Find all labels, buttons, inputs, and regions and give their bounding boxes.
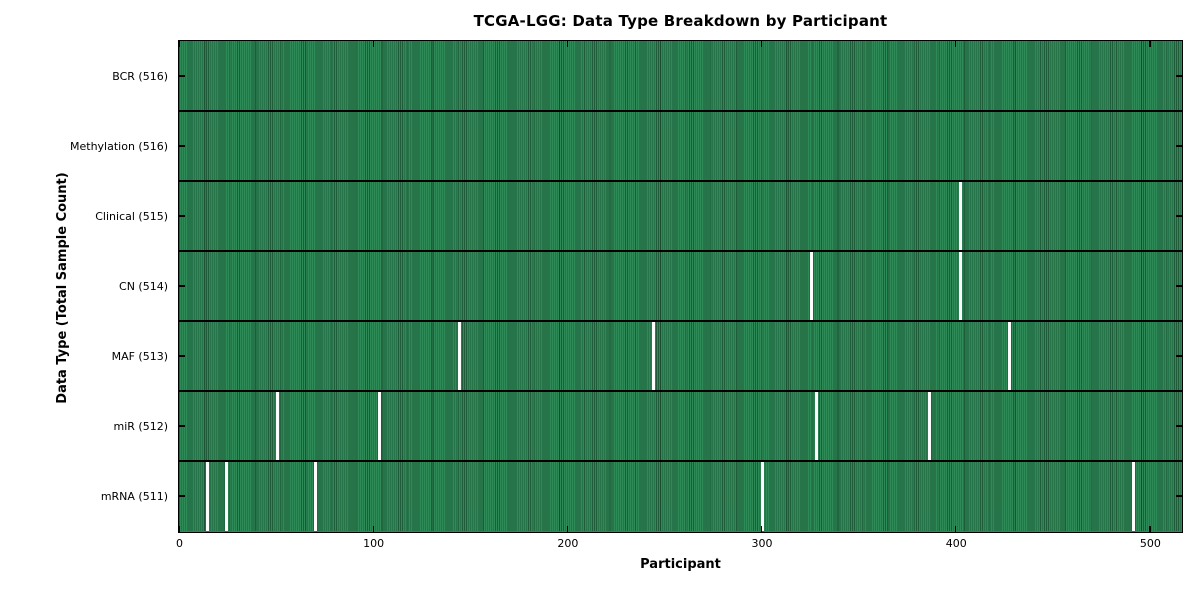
y-tick-mark bbox=[179, 75, 185, 77]
x-tick-label: 0 bbox=[176, 537, 183, 550]
x-tick-mark bbox=[372, 41, 374, 47]
y-tick-mark bbox=[1176, 145, 1182, 147]
absent-gap bbox=[458, 321, 462, 391]
x-tick-mark bbox=[955, 526, 957, 532]
y-tick-mark bbox=[179, 145, 185, 147]
absent-gap bbox=[275, 391, 279, 461]
row-divider bbox=[179, 110, 1182, 112]
x-tick-mark bbox=[1149, 526, 1151, 532]
y-tick-label: mRNA (511) bbox=[100, 489, 168, 503]
absent-gap bbox=[959, 251, 963, 321]
heatmap-row bbox=[179, 251, 1182, 321]
y-tick-label: miR (512) bbox=[113, 419, 169, 433]
y-tick-mark bbox=[1176, 355, 1182, 357]
absent-gap bbox=[1007, 321, 1011, 391]
x-tick-label: 500 bbox=[1139, 537, 1161, 550]
x-tick-label: 200 bbox=[557, 537, 579, 550]
plot-area: Present Absent bbox=[178, 40, 1183, 533]
x-tick-mark bbox=[178, 526, 180, 532]
absent-gap bbox=[652, 321, 656, 391]
y-tick-label: Methylation (516) bbox=[70, 139, 168, 153]
heatmap-row bbox=[179, 181, 1182, 251]
absent-gap bbox=[809, 251, 813, 321]
heatmap-row bbox=[179, 391, 1182, 461]
heatmap-row bbox=[179, 461, 1182, 531]
absent-gap bbox=[378, 391, 382, 461]
absent-gap bbox=[815, 391, 819, 461]
y-tick-label: Clinical (515) bbox=[95, 209, 168, 223]
x-tick-mark bbox=[566, 526, 568, 532]
absent-gap bbox=[928, 391, 932, 461]
x-tick-mark bbox=[566, 41, 568, 47]
y-tick-mark bbox=[179, 215, 185, 217]
y-tick-label: MAF (513) bbox=[111, 349, 168, 363]
row-divider bbox=[179, 250, 1182, 252]
y-tick-mark bbox=[179, 355, 185, 357]
y-tick-mark bbox=[1176, 215, 1182, 217]
row-divider bbox=[179, 460, 1182, 462]
y-tick-mark bbox=[1176, 495, 1182, 497]
absent-gap bbox=[314, 461, 318, 531]
row-divider bbox=[179, 320, 1182, 322]
x-tick-mark bbox=[372, 526, 374, 532]
x-tick-mark bbox=[955, 41, 957, 47]
x-tick-label: 300 bbox=[751, 537, 773, 550]
heatmap-row bbox=[179, 111, 1182, 181]
y-tick-mark bbox=[179, 285, 185, 287]
x-tick-mark bbox=[760, 526, 763, 532]
heatmap-row bbox=[179, 41, 1182, 111]
x-tick-mark bbox=[1149, 41, 1151, 47]
x-tick-mark bbox=[178, 41, 180, 47]
absent-gap bbox=[205, 461, 209, 531]
x-tick-mark bbox=[760, 41, 763, 47]
y-tick-label: BCR (516) bbox=[112, 69, 168, 83]
absent-gap bbox=[959, 181, 963, 251]
absent-gap bbox=[1131, 461, 1135, 531]
y-tick-mark bbox=[1176, 425, 1182, 427]
y-tick-mark bbox=[179, 425, 185, 427]
y-tick-mark bbox=[1176, 285, 1182, 287]
x-axis-label: Participant bbox=[640, 557, 721, 572]
x-tick-label: 400 bbox=[945, 537, 967, 550]
heatmap-row bbox=[179, 321, 1182, 391]
y-tick-label: CN (514) bbox=[119, 279, 168, 293]
y-tick-mark bbox=[1176, 75, 1182, 77]
chart-title: TCGA-LGG: Data Type Breakdown by Partici… bbox=[473, 12, 888, 30]
row-divider bbox=[179, 390, 1182, 392]
x-tick-label: 100 bbox=[363, 537, 385, 550]
absent-gap bbox=[761, 461, 765, 531]
absent-gap bbox=[225, 461, 229, 531]
row-divider bbox=[179, 180, 1182, 182]
y-tick-mark bbox=[179, 495, 185, 497]
